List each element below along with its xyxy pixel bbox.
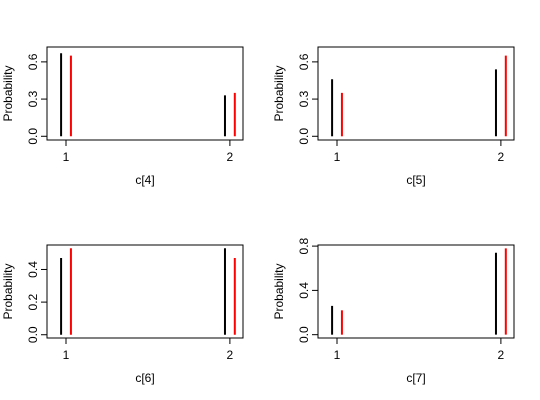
y-tick-label: 0.4 <box>26 261 40 278</box>
y-tick-label: 0.6 <box>26 53 40 70</box>
x-tick-label: 1 <box>63 150 70 164</box>
x-tick-label: 2 <box>227 150 234 164</box>
y-tick-label: 0.0 <box>297 326 311 343</box>
y-axis-label: Probability <box>1 263 15 319</box>
plot-box <box>317 244 515 339</box>
plot-box <box>46 244 244 339</box>
x-axis-label: c[4] <box>135 173 154 187</box>
y-tick-label: 0.3 <box>26 90 40 107</box>
y-tick-label: 0.0 <box>26 326 40 343</box>
x-axis-label: c[7] <box>406 371 425 385</box>
x-axis-label: c[6] <box>135 371 154 385</box>
x-tick-label: 2 <box>498 348 505 362</box>
y-axis-label: Probability <box>1 65 15 121</box>
plot-box <box>46 46 244 141</box>
y-tick-label: 0.2 <box>26 293 40 310</box>
y-axis-label: Probability <box>272 263 286 319</box>
y-tick-label: 0.6 <box>297 53 311 70</box>
y-tick-label: 0.0 <box>297 128 311 145</box>
x-tick-label: 1 <box>63 348 70 362</box>
y-tick-label: 0.8 <box>297 237 311 254</box>
y-axis-label: Probability <box>272 65 286 121</box>
x-tick-label: 2 <box>498 150 505 164</box>
x-axis-label: c[5] <box>406 173 425 187</box>
x-tick-label: 1 <box>334 348 341 362</box>
plot-box <box>317 46 515 141</box>
y-tick-label: 0.4 <box>297 282 311 299</box>
y-tick-label: 0.0 <box>26 128 40 145</box>
y-tick-label: 0.3 <box>297 90 311 107</box>
x-tick-label: 1 <box>334 150 341 164</box>
x-tick-label: 2 <box>227 348 234 362</box>
